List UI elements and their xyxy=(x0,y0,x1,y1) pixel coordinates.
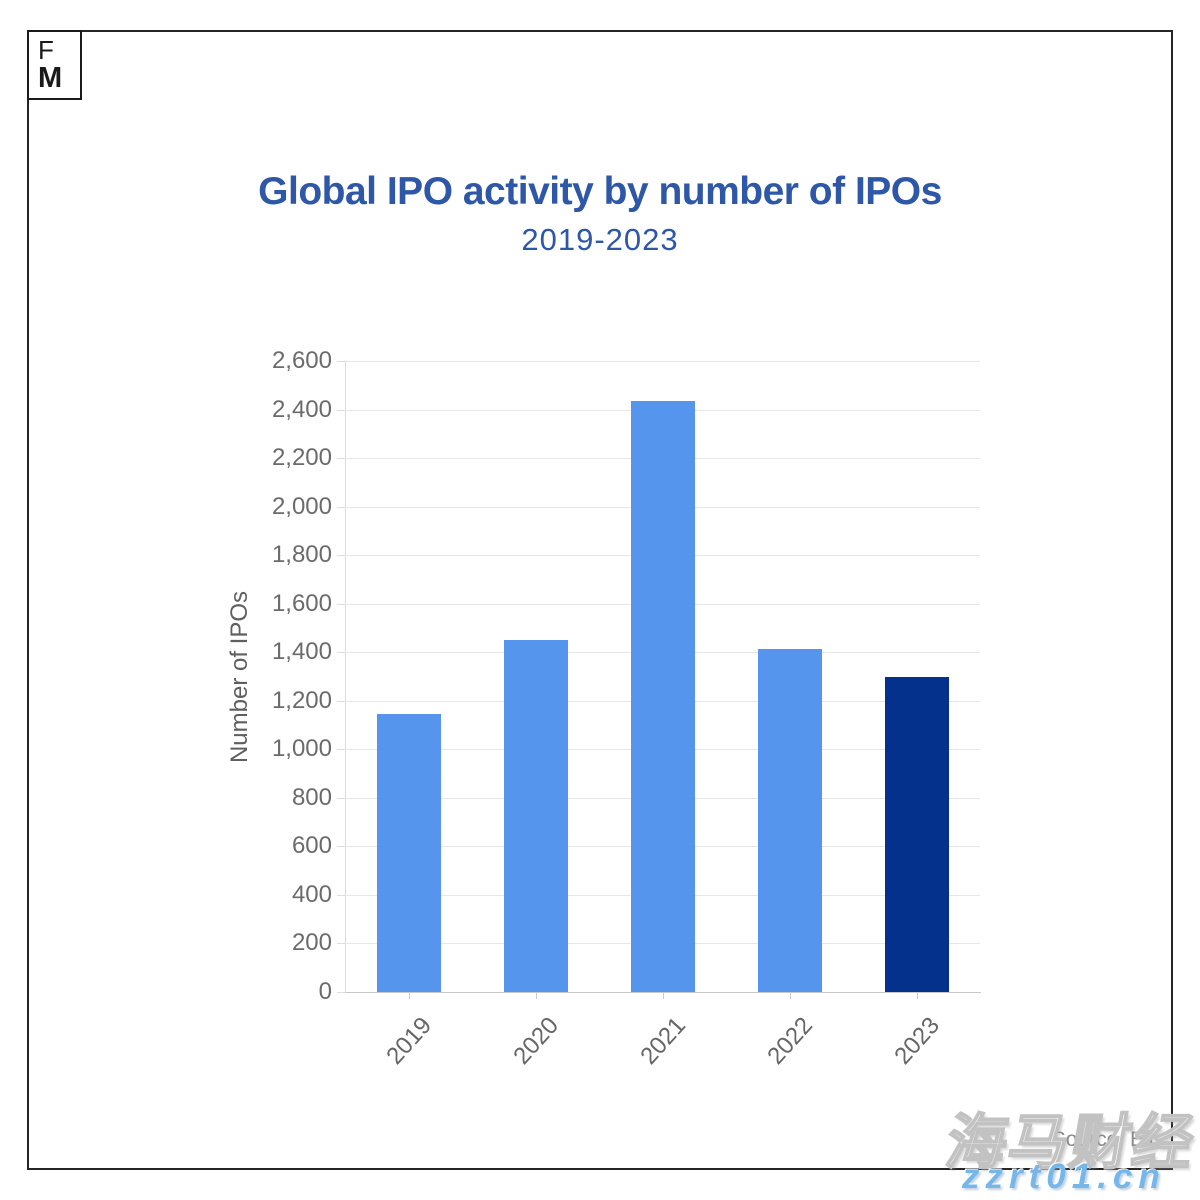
y-tick-label-400: 400 xyxy=(291,880,332,908)
page-frame-border xyxy=(27,30,1173,1170)
y-tick-1800 xyxy=(337,555,345,557)
chart-subtitle: 2019-2023 xyxy=(521,222,679,257)
y-tick-label-2000: 2,000 xyxy=(271,492,332,520)
x-tick-2020 xyxy=(535,993,537,999)
y-tick-1400 xyxy=(337,652,345,654)
y-tick-2000 xyxy=(337,506,345,508)
x-tick-label-2021: 2021 xyxy=(634,1012,691,1070)
gridline-y-2600 xyxy=(345,361,980,362)
bar-2020 xyxy=(503,639,568,992)
y-tick-label-200: 200 xyxy=(291,929,332,957)
y-tick-label-600: 600 xyxy=(291,832,332,860)
fm-logo-letter-f: F xyxy=(38,35,54,65)
y-tick-2600 xyxy=(337,361,345,362)
chart-title: Global IPO activity by number of IPOs xyxy=(258,170,942,213)
y-tick-0 xyxy=(337,992,345,993)
y-tick-2400 xyxy=(337,409,345,411)
x-tick-2019 xyxy=(408,993,410,999)
y-tick-label-1200: 1,200 xyxy=(271,686,332,714)
y-tick-label-2200: 2,200 xyxy=(271,444,332,472)
x-tick-label-2020: 2020 xyxy=(507,1012,564,1070)
y-tick-label-2400: 2,400 xyxy=(271,395,332,423)
bar-2019 xyxy=(376,713,441,992)
y-tick-1600 xyxy=(337,603,345,605)
watermark-site-url: zzrt01.cn xyxy=(962,1157,1166,1196)
x-tick-label-2023: 2023 xyxy=(888,1012,945,1070)
y-tick-400 xyxy=(337,894,345,896)
y-tick-800 xyxy=(337,797,345,799)
y-tick-label-1800: 1,800 xyxy=(271,541,332,569)
x-tick-label-2022: 2022 xyxy=(761,1012,818,1070)
y-tick-1000 xyxy=(337,749,345,751)
x-tick-2022 xyxy=(789,993,791,999)
y-tick-label-1000: 1,000 xyxy=(271,735,332,763)
y-tick-label-0: 0 xyxy=(318,978,332,1005)
fm-logo-letter-m: M xyxy=(38,62,63,94)
plot-area xyxy=(345,361,981,993)
y-tick-label-1400: 1,400 xyxy=(271,638,332,666)
bar-2021 xyxy=(630,400,695,992)
y-tick-1200 xyxy=(337,700,345,702)
x-tick-2023 xyxy=(916,993,918,999)
bar-2023 xyxy=(884,676,949,992)
bar-2022 xyxy=(757,648,822,992)
y-tick-label-2600: 2,600 xyxy=(271,347,332,374)
y-tick-200 xyxy=(337,943,345,945)
x-tick-2021 xyxy=(662,993,664,999)
y-tick-600 xyxy=(337,846,345,848)
y-tick-label-1600: 1,600 xyxy=(271,589,332,617)
source-note: Source: EY xyxy=(1051,1128,1158,1151)
fm-logo: F M xyxy=(27,30,82,100)
x-tick-label-2019: 2019 xyxy=(380,1012,437,1070)
y-tick-label-800: 800 xyxy=(291,783,332,811)
y-tick-2200 xyxy=(337,458,345,460)
